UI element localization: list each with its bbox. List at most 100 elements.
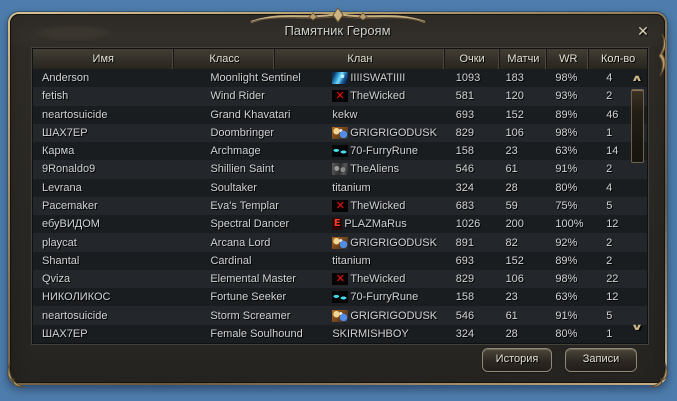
table-row[interactable]: ШАХ7ЕР Doombringer GRIGRIGODUSK 829 106 … xyxy=(33,123,647,143)
cell-matches: 61 xyxy=(505,163,518,176)
cell-wr: 98% xyxy=(555,72,578,85)
cell-class: Arcana Lord xyxy=(210,236,271,249)
cell-points: 158 xyxy=(455,145,475,158)
cell-points: 891 xyxy=(455,236,475,249)
cell-count: 2 xyxy=(606,236,613,249)
clan-name: titanium xyxy=(332,181,371,194)
cell-count: 12 xyxy=(606,218,619,231)
cell-wr: 93% xyxy=(555,90,578,103)
cell-class: Moonlight Sentinel xyxy=(210,72,301,85)
cell-name: Anderson xyxy=(42,72,90,85)
clan-name: PLAZMaRus xyxy=(344,218,407,231)
clan-crest-icon xyxy=(332,273,349,286)
clan-name: kekw xyxy=(332,108,358,121)
table-row[interactable]: playcat Arcana Lord GRIGRIGODUSK 891 82 … xyxy=(33,233,647,252)
table-row[interactable]: neartosuicide Grand Khavatari kekw 693 1… xyxy=(33,105,647,124)
column-header-name: Имя xyxy=(33,49,174,69)
column-header-clan: Клан xyxy=(275,49,444,69)
column-header-count: Кол-во xyxy=(601,53,636,65)
table-row[interactable]: ШАХ7ЕР Female Soulhound SKIRMISHBOY 324 … xyxy=(33,324,647,343)
table-row[interactable]: fetish Wind Rider TheWicked 581 120 93% … xyxy=(33,87,647,106)
scrollbar-thumb[interactable] xyxy=(631,89,644,163)
cell-matches: 183 xyxy=(505,72,524,85)
table-row[interactable]: 9Ronaldo9 Shillien Saint TheAliens 546 6… xyxy=(33,160,647,179)
table-row[interactable]: ебуВИДОМ Spectral Dancer PLAZMaRus 1026 … xyxy=(33,215,647,234)
table-row[interactable]: Anderson Moonlight Sentinel IIIISWATIIII… xyxy=(33,69,647,88)
cell-name: Levrana xyxy=(42,181,82,194)
clan-name: TheWicked xyxy=(350,273,406,286)
clan-crest-icon xyxy=(332,236,349,249)
titlebar: Памятник Героям ✕ xyxy=(10,14,665,48)
cell-wr: 80% xyxy=(555,181,578,194)
cell-clan: TheWicked xyxy=(275,273,444,286)
cell-count: 12 xyxy=(606,291,619,304)
scroll-down-icon[interactable]: ∨ xyxy=(630,322,644,332)
cell-matches: 28 xyxy=(505,181,518,194)
table-row[interactable]: neartosuicide Storm Screamer GRIGRIGODUS… xyxy=(33,306,647,325)
corner-flourish-icon xyxy=(7,362,25,388)
cell-wr: 63% xyxy=(555,145,578,158)
cell-count: 2 xyxy=(606,254,613,267)
clan-crest-icon xyxy=(332,199,349,212)
vertical-scrollbar[interactable]: ∧ ∨ xyxy=(629,69,645,342)
clan-name: GRIGRIGODUSK xyxy=(350,309,438,322)
cell-class: Cardinal xyxy=(210,254,252,267)
cell-points: 1093 xyxy=(455,72,481,85)
cell-points: 683 xyxy=(455,199,475,212)
titlebar-swirl-decoration xyxy=(28,18,178,48)
clan-name: GRIGRIGODUSK xyxy=(350,126,437,139)
cell-clan: GRIGRIGODUSK xyxy=(275,309,444,322)
table-header-row: Имя Класс Клан Очки Матчи WR Кол-во xyxy=(33,49,647,70)
cell-count: 1 xyxy=(606,327,613,340)
window-body: Памятник Героям ✕ Имя Класс Клан Очки Ма… xyxy=(7,7,668,388)
cell-wr: 98% xyxy=(555,126,578,139)
cell-name: Pacemaker xyxy=(42,199,98,212)
column-header-matches: Матчи xyxy=(500,49,548,69)
cell-matches: 23 xyxy=(505,145,518,158)
clan-name: TheWicked xyxy=(350,90,406,103)
cell-clan: IIIISWATIIII xyxy=(275,72,444,85)
clan-name: titanium xyxy=(332,254,371,267)
clan-name: 70-FurryRune xyxy=(350,291,419,304)
table-row[interactable]: Qviza Elemental Master TheWicked 829 106… xyxy=(33,269,647,289)
column-header-class: Класс xyxy=(174,49,276,69)
cell-points: 158 xyxy=(455,291,475,304)
table-row[interactable]: Карма Archmage 70-FurryRune 158 23 63% 1… xyxy=(33,142,647,161)
close-icon[interactable]: ✕ xyxy=(637,23,649,39)
cell-points: 693 xyxy=(455,254,475,267)
cell-class: Storm Screamer xyxy=(210,309,291,322)
cell-points: 546 xyxy=(455,309,475,322)
cell-count: 5 xyxy=(606,309,613,322)
cell-name: fetish xyxy=(42,90,69,103)
cell-matches: 23 xyxy=(505,291,518,304)
cell-clan: 70-FurryRune xyxy=(275,291,444,304)
cell-points: 829 xyxy=(455,273,475,286)
cell-clan: 70-FurryRune xyxy=(275,145,445,158)
cell-wr: 91% xyxy=(555,163,578,176)
history-button[interactable]: История xyxy=(483,349,551,371)
cell-name: ебуВИДОМ xyxy=(42,218,100,231)
cell-points: 546 xyxy=(455,163,475,176)
clan-name: 70-FurryRune xyxy=(350,145,419,158)
cell-clan: titanium xyxy=(275,255,445,267)
clan-name: GRIGRIGODUSK xyxy=(350,236,437,249)
scroll-up-icon[interactable]: ∧ xyxy=(630,73,644,83)
table-row[interactable]: НИКОЛИКОС Fortune Seeker 70-FurryRune 15… xyxy=(33,288,647,307)
cell-matches: 200 xyxy=(505,218,524,231)
records-button[interactable]: Записи xyxy=(566,349,636,371)
table-row[interactable]: Pacemaker Eva's Templar TheWicked 683 59… xyxy=(33,196,647,216)
cell-class: Fortune Seeker xyxy=(210,291,287,304)
cell-matches: 82 xyxy=(505,236,518,249)
cell-name: 9Ronaldo9 xyxy=(42,163,96,176)
cell-count: 5 xyxy=(606,199,613,212)
table-row[interactable]: Shantal Cardinal titanium 693 152 89% 2 xyxy=(33,251,647,270)
cell-class: Soultaker xyxy=(210,181,257,194)
cell-count: 14 xyxy=(606,145,619,158)
clan-crest-icon xyxy=(332,145,349,158)
clan-name: SKIRMISHBOY xyxy=(332,327,409,340)
table-row[interactable]: Levrana Soultaker titanium 324 28 80% 4 xyxy=(33,178,647,197)
clan-crest-icon xyxy=(332,309,349,322)
cell-name: neartosuicide xyxy=(42,309,108,322)
corner-flourish-icon xyxy=(650,362,668,388)
